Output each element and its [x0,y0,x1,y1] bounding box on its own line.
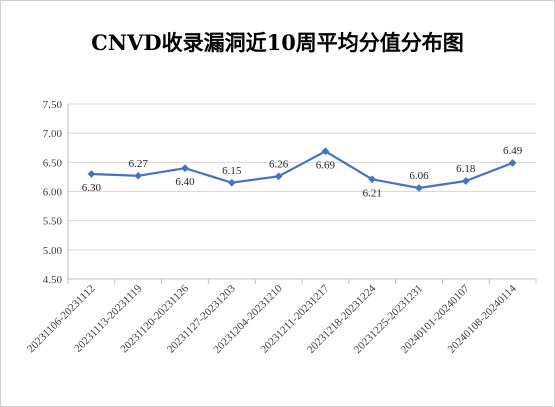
y-tick-label: 7.00 [43,128,63,140]
data-point [415,184,423,192]
data-labels: 6.30 6.27 6.40 6.15 6.26 6.69 6.21 6.06 6.18 6.49 [82,145,523,199]
y-tick-label: 6.50 [43,157,63,169]
markers [87,147,517,192]
data-point [321,147,330,156]
data-label: 6.06 [409,170,429,182]
data-label: 6.15 [222,165,242,177]
y-tick-label: 5.50 [43,216,63,228]
data-label: 6.21 [363,187,382,199]
data-label: 6.69 [316,159,336,171]
data-point [274,172,283,181]
chart-title: CNVD收录漏洞近10周平均分值分布图 [91,30,464,55]
data-point [368,175,377,184]
data-label: 6.26 [269,158,289,170]
y-tick-labels: 4.50 5.00 5.50 6.00 6.50 7.00 7.50 [43,99,63,286]
series-line [91,150,513,190]
x-tick-labels: 20231106-2023111220231113-20231119202311… [25,282,519,356]
data-point [134,171,143,180]
data-label: 6.30 [82,182,102,194]
data-label: 6.18 [456,163,476,175]
data-point [461,177,470,185]
y-tick-label: 7.50 [43,99,63,111]
gridlines [68,103,536,251]
data-label: 6.27 [129,158,149,170]
data-point [508,158,517,167]
y-tick-label: 5.00 [43,245,63,257]
y-tick-label: 6.00 [43,187,63,199]
data-point [87,170,96,178]
series-line-layer [91,150,513,190]
axes [67,104,537,284]
data-point [227,178,236,187]
data-label: 6.49 [503,145,523,157]
data-point [181,164,189,173]
data-label: 6.40 [175,176,195,188]
y-tick-label: 4.50 [43,274,63,286]
